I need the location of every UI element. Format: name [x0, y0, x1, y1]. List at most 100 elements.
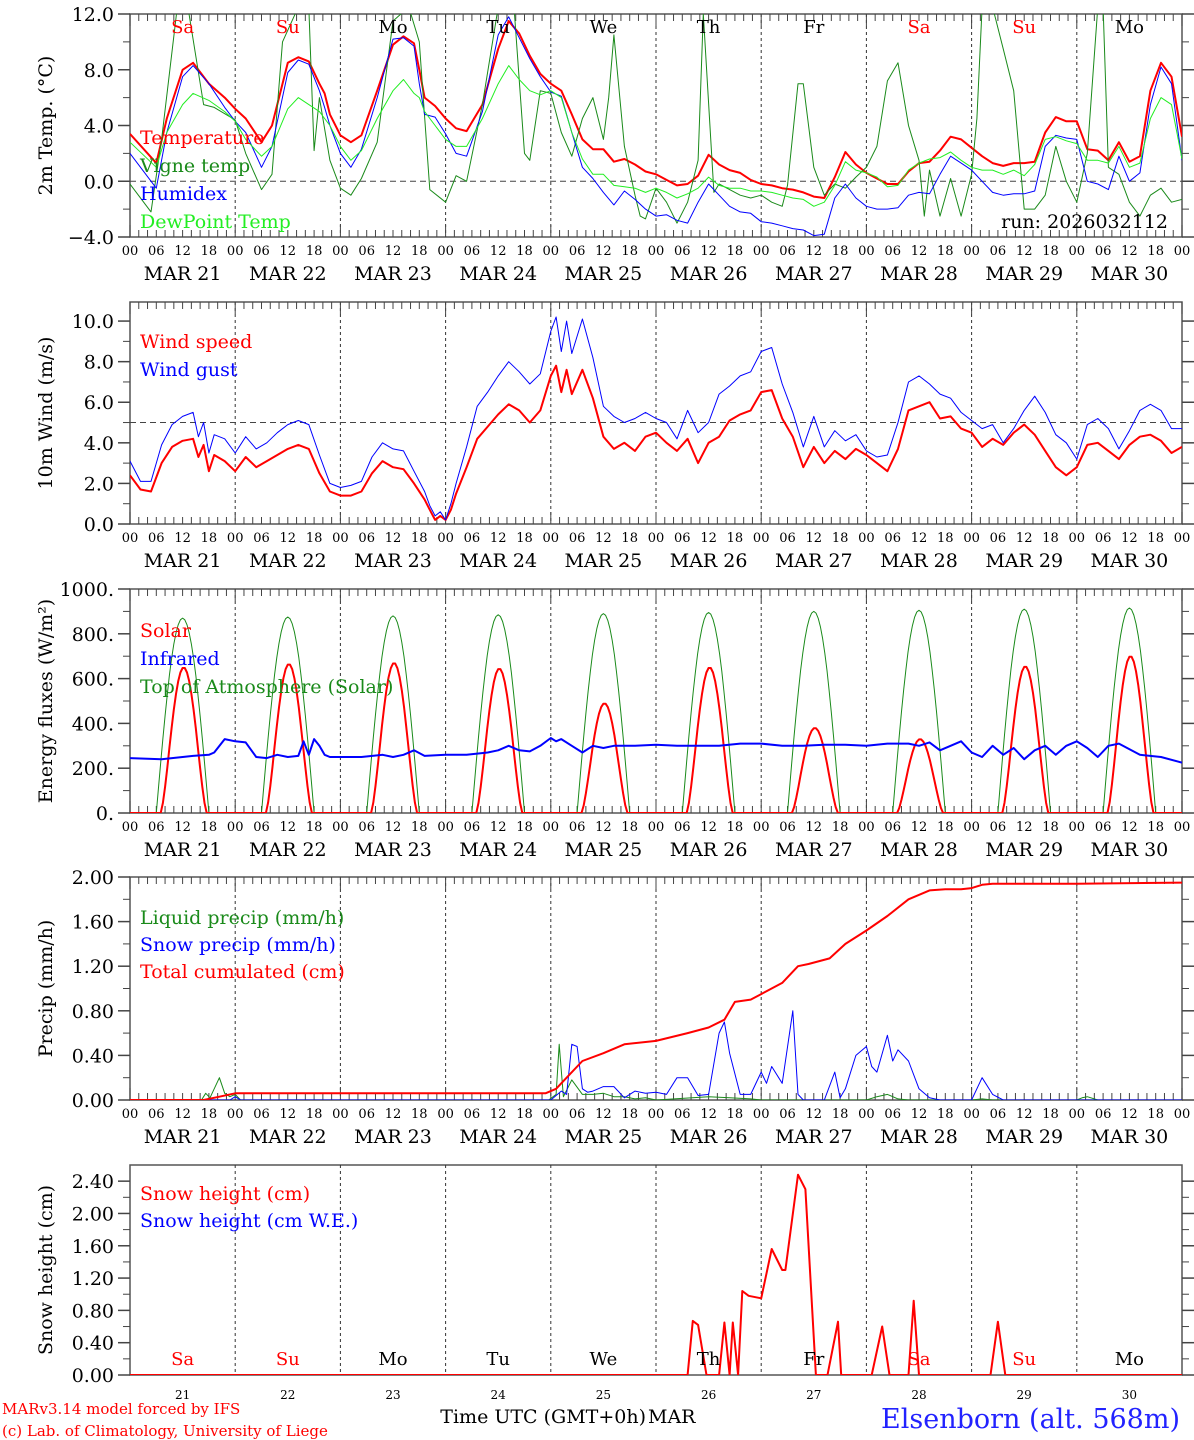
x-hour-label: 18	[411, 531, 428, 546]
x-day-number: 23	[385, 1388, 400, 1402]
x-hour-label: 00	[858, 820, 875, 835]
y-tick-label: 8.0	[84, 60, 114, 82]
y-tick-label: 4.0	[84, 433, 114, 455]
x-hour-label: 18	[621, 1107, 638, 1122]
x-day-label: MAR 22	[249, 839, 327, 861]
x-hour-label: 12	[174, 531, 191, 546]
series-toa-solar	[866, 609, 972, 813]
legend-entry: Top of Atmosphere (Solar)	[140, 676, 393, 698]
x-hour-label: 06	[569, 820, 586, 835]
x-day-label: MAR 24	[459, 263, 537, 285]
panel-temp: 00 06 12 18 MAR 21 00 06 12 18 MAR 22 00 06 12 18 MAR …	[35, 4, 1194, 285]
x-hour-label: 00	[437, 1107, 454, 1122]
x-day-label: MAR 29	[985, 550, 1063, 572]
legend-entry: Snow height (cm)	[140, 1183, 310, 1205]
x-hour-label: 18	[727, 244, 744, 259]
x-hour-label: 00	[753, 531, 770, 546]
x-day-label: MAR 28	[880, 263, 958, 285]
weekday-label: Mo	[378, 1349, 407, 1370]
y-axis-label: 2m Temp. (°C)	[35, 56, 57, 196]
x-hour-label: 00	[858, 531, 875, 546]
x-hour-label: 06	[569, 531, 586, 546]
station-title: Elsenborn (alt. 568m)	[881, 1404, 1180, 1435]
x-hour-label: 12	[1016, 531, 1033, 546]
x-day-label: MAR 21	[144, 263, 222, 285]
x-hour-label: 06	[569, 244, 586, 259]
series-infrared	[130, 737, 1182, 764]
x-hour-label: 18	[1147, 244, 1164, 259]
y-tick-label: 0.00	[72, 1090, 114, 1112]
x-hour-label: 06	[253, 820, 270, 835]
weekday-label: Sa	[907, 17, 930, 38]
x-day-label: MAR 21	[144, 1126, 222, 1148]
x-hour-label: 06	[779, 244, 796, 259]
y-tick-label: 0.40	[72, 1045, 114, 1067]
y-tick-label: 4.0	[84, 116, 114, 138]
credit-line: MARv3.14 model forced by IFS	[2, 1400, 240, 1418]
x-hour-label: 12	[595, 531, 612, 546]
weekday-label: Th	[697, 17, 721, 38]
x-hour-label: 18	[516, 1107, 533, 1122]
x-hour-label: 00	[1174, 531, 1191, 546]
x-hour-label: 12	[1121, 244, 1138, 259]
x-hour-label: 06	[779, 1107, 796, 1122]
x-hour-label: 12	[174, 244, 191, 259]
series-snow-precip-mm-h-	[130, 1010, 1182, 1100]
series-snow-height-cm-	[130, 1173, 1182, 1375]
x-hour-label: 18	[411, 244, 428, 259]
x-day-label: MAR 29	[985, 263, 1063, 285]
x-hour-label: 18	[832, 531, 849, 546]
x-hour-label: 06	[990, 1107, 1007, 1122]
x-day-label: MAR 27	[775, 263, 853, 285]
x-hour-label: 18	[516, 820, 533, 835]
x-hour-label: 06	[990, 531, 1007, 546]
x-hour-label: 00	[1174, 244, 1191, 259]
series-toa-solar	[656, 612, 762, 813]
x-day-label: MAR 25	[565, 550, 643, 572]
x-hour-label: 06	[253, 531, 270, 546]
series-group	[130, 316, 1182, 521]
series-wind-speed	[130, 364, 1182, 521]
x-hour-label: 18	[516, 244, 533, 259]
x-day-label: MAR 23	[354, 550, 432, 572]
series-group	[130, 14, 1182, 237]
y-axis-label: 10m Wind (m/s)	[35, 337, 57, 490]
series-toa-solar	[340, 615, 446, 813]
series-toa-solar	[235, 616, 341, 813]
x-hour-label: 12	[280, 244, 297, 259]
y-tick-label: 10.0	[72, 311, 114, 333]
series-solar	[866, 738, 972, 813]
y-tick-label: 2.40	[72, 1171, 114, 1193]
x-hour-label: 00	[1174, 820, 1191, 835]
series-group	[130, 1173, 1182, 1375]
x-hour-label: 18	[306, 244, 323, 259]
x-day-label: MAR 29	[985, 839, 1063, 861]
x-hour-label: 12	[595, 1107, 612, 1122]
x-hour-label: 00	[437, 244, 454, 259]
x-hour-label: 18	[411, 1107, 428, 1122]
x-hour-label: 00	[122, 531, 139, 546]
x-hour-label: 12	[595, 244, 612, 259]
panel-energy: 00 06 12 18 MAR 21 00 06 12 18 MAR 22 00 06 12 18 MAR …	[35, 579, 1194, 861]
y-tick-label: 2.00	[72, 867, 114, 889]
series-solar	[971, 665, 1077, 813]
x-hour-label: 00	[543, 531, 560, 546]
y-tick-label: −4.0	[68, 227, 114, 249]
x-hour-label: 00	[543, 1107, 560, 1122]
x-hour-label: 18	[306, 531, 323, 546]
x-hour-label: 00	[1069, 1107, 1086, 1122]
x-hour-label: 06	[779, 531, 796, 546]
x-day-number: 28	[911, 1388, 926, 1402]
x-hour-label: 18	[832, 244, 849, 259]
y-tick-label: 200.	[72, 758, 114, 780]
x-hour-label: 12	[700, 1107, 717, 1122]
x-hour-label: 12	[700, 244, 717, 259]
x-day-label: MAR 27	[775, 839, 853, 861]
x-hour-label: 12	[700, 531, 717, 546]
x-hour-label: 00	[963, 1107, 980, 1122]
y-tick-label: 8.0	[84, 352, 114, 374]
y-tick-label: 2.00	[72, 1203, 114, 1225]
x-hour-label: 12	[911, 244, 928, 259]
x-hour-label: 06	[674, 531, 691, 546]
credit-line: (c) Lab. of Climatology, University of L…	[2, 1422, 328, 1440]
